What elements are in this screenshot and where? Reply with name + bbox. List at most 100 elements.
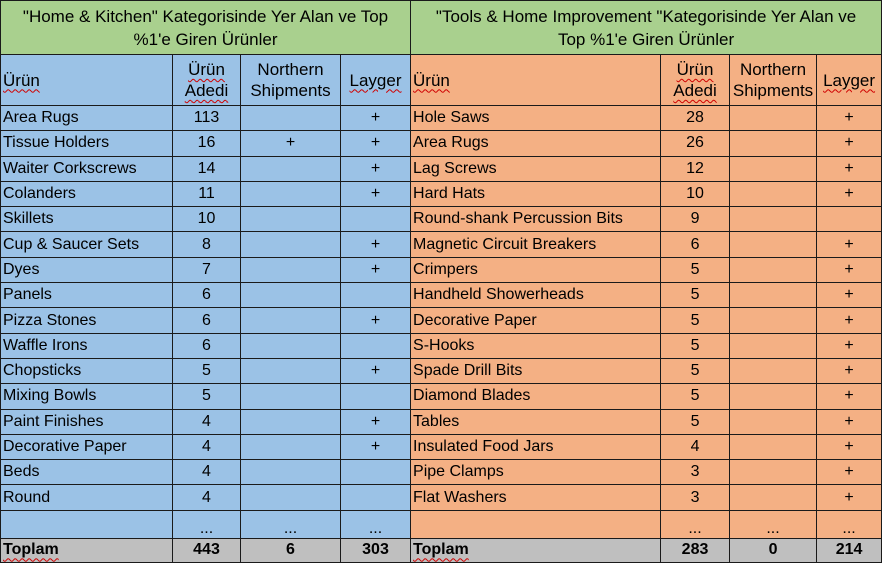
right-cell-layger[interactable]: + <box>816 104 883 132</box>
right-cell-layger[interactable]: + <box>816 332 883 359</box>
left-cell-layger[interactable] <box>339 282 412 309</box>
left-cell-count[interactable]: 5 <box>172 383 241 410</box>
right-cell-layger[interactable]: + <box>816 433 883 461</box>
left-cell-count[interactable]: 16 <box>172 130 241 157</box>
right-cell-northern[interactable] <box>729 332 818 359</box>
right-cell-product[interactable]: Area Rugs <box>410 130 662 157</box>
left-cell-layger[interactable]: + <box>339 231 412 258</box>
right-cell-northern[interactable] <box>729 383 818 410</box>
left-cell-count[interactable]: 11 <box>172 180 241 208</box>
right-cell-northern[interactable] <box>729 231 818 258</box>
right-cell-northern[interactable] <box>729 155 818 182</box>
right-cell-product[interactable] <box>410 509 662 539</box>
right-cell-layger[interactable] <box>816 206 883 233</box>
left-cell-product[interactable]: Chopsticks <box>0 357 173 385</box>
left-cell-product[interactable] <box>0 509 173 539</box>
left-cell-product[interactable]: Pizza Stones <box>0 307 173 334</box>
left-cell-northern[interactable] <box>240 383 341 410</box>
left-total-label[interactable]: Toplam <box>0 537 173 563</box>
left-cell-product[interactable]: Waffle Irons <box>0 332 173 359</box>
right-cell-count[interactable]: 5 <box>660 282 731 309</box>
right-cell-product[interactable]: S-Hooks <box>410 332 662 359</box>
left-cell-product[interactable]: Waiter Corkscrews <box>0 155 173 182</box>
right-cell-northern[interactable] <box>729 104 818 132</box>
right-cell-count[interactable]: 4 <box>660 433 731 461</box>
right-cell-layger[interactable]: + <box>816 130 883 157</box>
left-cell-northern[interactable] <box>240 484 341 511</box>
left-cell-layger[interactable]: + <box>339 357 412 385</box>
left-header-layger[interactable]: Layger <box>339 54 412 106</box>
left-cell-layger[interactable]: + <box>339 180 412 208</box>
left-cell-northern[interactable] <box>240 104 341 132</box>
right-cell-product[interactable]: Tables <box>410 408 662 435</box>
right-cell-northern[interactable]: ... <box>729 509 818 539</box>
left-header-northern[interactable]: Northern Shipments <box>240 54 341 106</box>
left-cell-layger[interactable]: + <box>339 104 412 132</box>
right-cell-count[interactable]: 5 <box>660 357 731 385</box>
right-cell-product[interactable]: Spade Drill Bits <box>410 357 662 385</box>
right-cell-count[interactable]: 3 <box>660 459 731 486</box>
right-total-count[interactable]: 283 <box>660 537 731 563</box>
left-cell-layger[interactable]: + <box>339 130 412 157</box>
left-cell-count[interactable]: 4 <box>172 408 241 435</box>
right-cell-count[interactable]: 5 <box>660 332 731 359</box>
left-cell-product[interactable]: Mixing Bowls <box>0 383 173 410</box>
left-cell-northern[interactable] <box>240 332 341 359</box>
right-header-count[interactable]: Ürün Adedi <box>660 54 731 106</box>
right-cell-product[interactable]: Flat Washers <box>410 484 662 511</box>
right-cell-layger[interactable]: + <box>816 256 883 284</box>
right-cell-count[interactable]: 5 <box>660 408 731 435</box>
left-cell-count[interactable]: ... <box>172 509 241 539</box>
right-cell-layger[interactable]: + <box>816 282 883 309</box>
left-cell-product[interactable]: Round <box>0 484 173 511</box>
right-cell-northern[interactable] <box>729 130 818 157</box>
right-header-layger[interactable]: Layger <box>816 54 883 106</box>
right-cell-northern[interactable] <box>729 408 818 435</box>
left-cell-northern[interactable] <box>240 408 341 435</box>
right-cell-count[interactable]: 26 <box>660 130 731 157</box>
right-cell-northern[interactable] <box>729 206 818 233</box>
right-cell-northern[interactable] <box>729 180 818 208</box>
left-header-count[interactable]: Ürün Adedi <box>172 54 241 106</box>
left-total-count[interactable]: 443 <box>172 537 241 563</box>
right-cell-northern[interactable] <box>729 282 818 309</box>
left-cell-product[interactable]: Panels <box>0 282 173 309</box>
right-cell-count[interactable]: 5 <box>660 256 731 284</box>
right-cell-northern[interactable] <box>729 357 818 385</box>
left-cell-count[interactable]: 6 <box>172 332 241 359</box>
right-cell-product[interactable]: Diamond Blades <box>410 383 662 410</box>
right-cell-layger[interactable]: + <box>816 155 883 182</box>
left-cell-product[interactable]: Skillets <box>0 206 173 233</box>
left-cell-layger[interactable] <box>339 459 412 486</box>
right-total-label[interactable]: Toplam <box>410 537 662 563</box>
left-cell-layger[interactable] <box>339 206 412 233</box>
right-cell-layger[interactable]: + <box>816 408 883 435</box>
left-cell-layger[interactable]: ... <box>339 509 412 539</box>
left-cell-count[interactable]: 5 <box>172 357 241 385</box>
right-cell-northern[interactable] <box>729 459 818 486</box>
left-cell-northern[interactable] <box>240 357 341 385</box>
right-cell-layger[interactable]: + <box>816 307 883 334</box>
left-cell-product[interactable]: Tissue Holders <box>0 130 173 157</box>
left-cell-layger[interactable]: + <box>339 408 412 435</box>
left-cell-layger[interactable]: + <box>339 155 412 182</box>
right-cell-product[interactable]: Hard Hats <box>410 180 662 208</box>
left-cell-northern[interactable] <box>240 155 341 182</box>
right-cell-count[interactable]: 10 <box>660 180 731 208</box>
right-cell-product[interactable]: Round-shank Percussion Bits <box>410 206 662 233</box>
right-cell-product[interactable]: Lag Screws <box>410 155 662 182</box>
left-cell-northern[interactable] <box>240 180 341 208</box>
left-cell-northern[interactable]: ... <box>240 509 341 539</box>
left-cell-layger[interactable]: + <box>339 256 412 284</box>
right-cell-count[interactable]: 12 <box>660 155 731 182</box>
right-cell-layger[interactable]: + <box>816 383 883 410</box>
left-cell-northern[interactable] <box>240 459 341 486</box>
right-cell-count[interactable]: 5 <box>660 383 731 410</box>
left-cell-layger[interactable] <box>339 383 412 410</box>
left-cell-northern[interactable] <box>240 307 341 334</box>
left-total-layger[interactable]: 303 <box>339 537 412 563</box>
left-cell-count[interactable]: 8 <box>172 231 241 258</box>
right-cell-northern[interactable] <box>729 307 818 334</box>
right-cell-count[interactable]: 3 <box>660 484 731 511</box>
right-total-northern[interactable]: 0 <box>729 537 818 563</box>
